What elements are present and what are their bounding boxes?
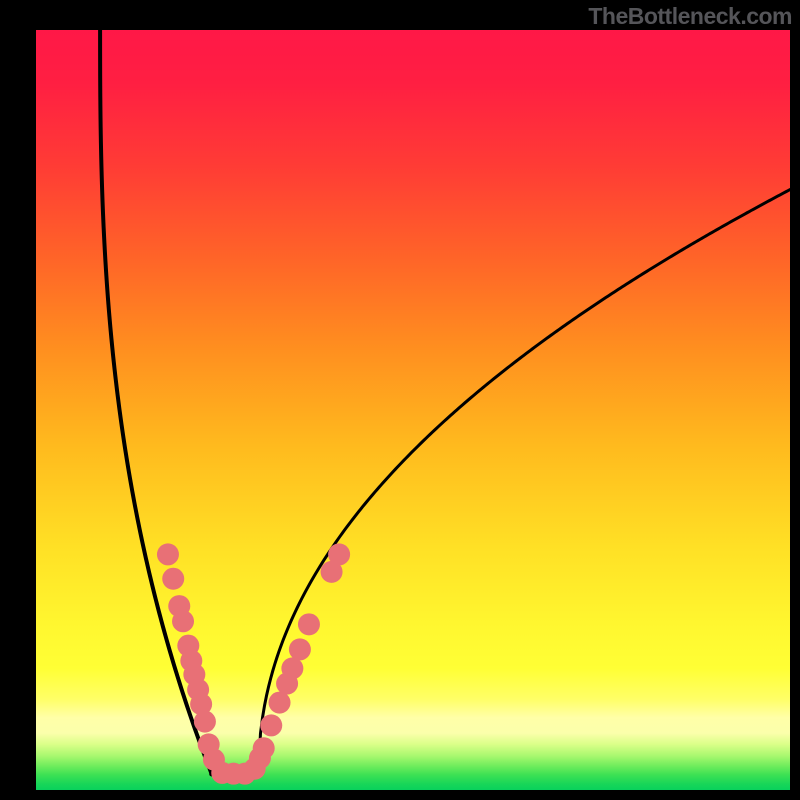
curve-right-branch <box>258 190 790 774</box>
chart-root: TheBottleneck.com <box>0 0 800 800</box>
data-marker <box>260 714 282 736</box>
data-marker <box>328 543 350 565</box>
data-marker <box>289 638 311 660</box>
data-marker <box>194 711 216 733</box>
watermark-text: TheBottleneck.com <box>588 3 792 30</box>
data-marker <box>157 543 179 565</box>
data-marker <box>162 568 184 590</box>
marker-group <box>157 543 350 784</box>
plot-area <box>36 30 790 790</box>
data-marker <box>298 613 320 635</box>
data-marker <box>281 657 303 679</box>
curve-svg <box>36 30 790 790</box>
data-marker <box>253 737 275 759</box>
data-marker <box>269 692 291 714</box>
data-marker <box>172 610 194 632</box>
